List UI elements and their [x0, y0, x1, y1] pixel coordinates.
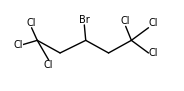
- Text: Cl: Cl: [148, 18, 158, 28]
- Text: Cl: Cl: [121, 16, 130, 26]
- Text: Cl: Cl: [27, 18, 36, 28]
- Text: Cl: Cl: [44, 60, 53, 70]
- Text: Cl: Cl: [148, 48, 158, 58]
- Text: Br: Br: [79, 15, 90, 25]
- Text: Cl: Cl: [13, 40, 23, 50]
